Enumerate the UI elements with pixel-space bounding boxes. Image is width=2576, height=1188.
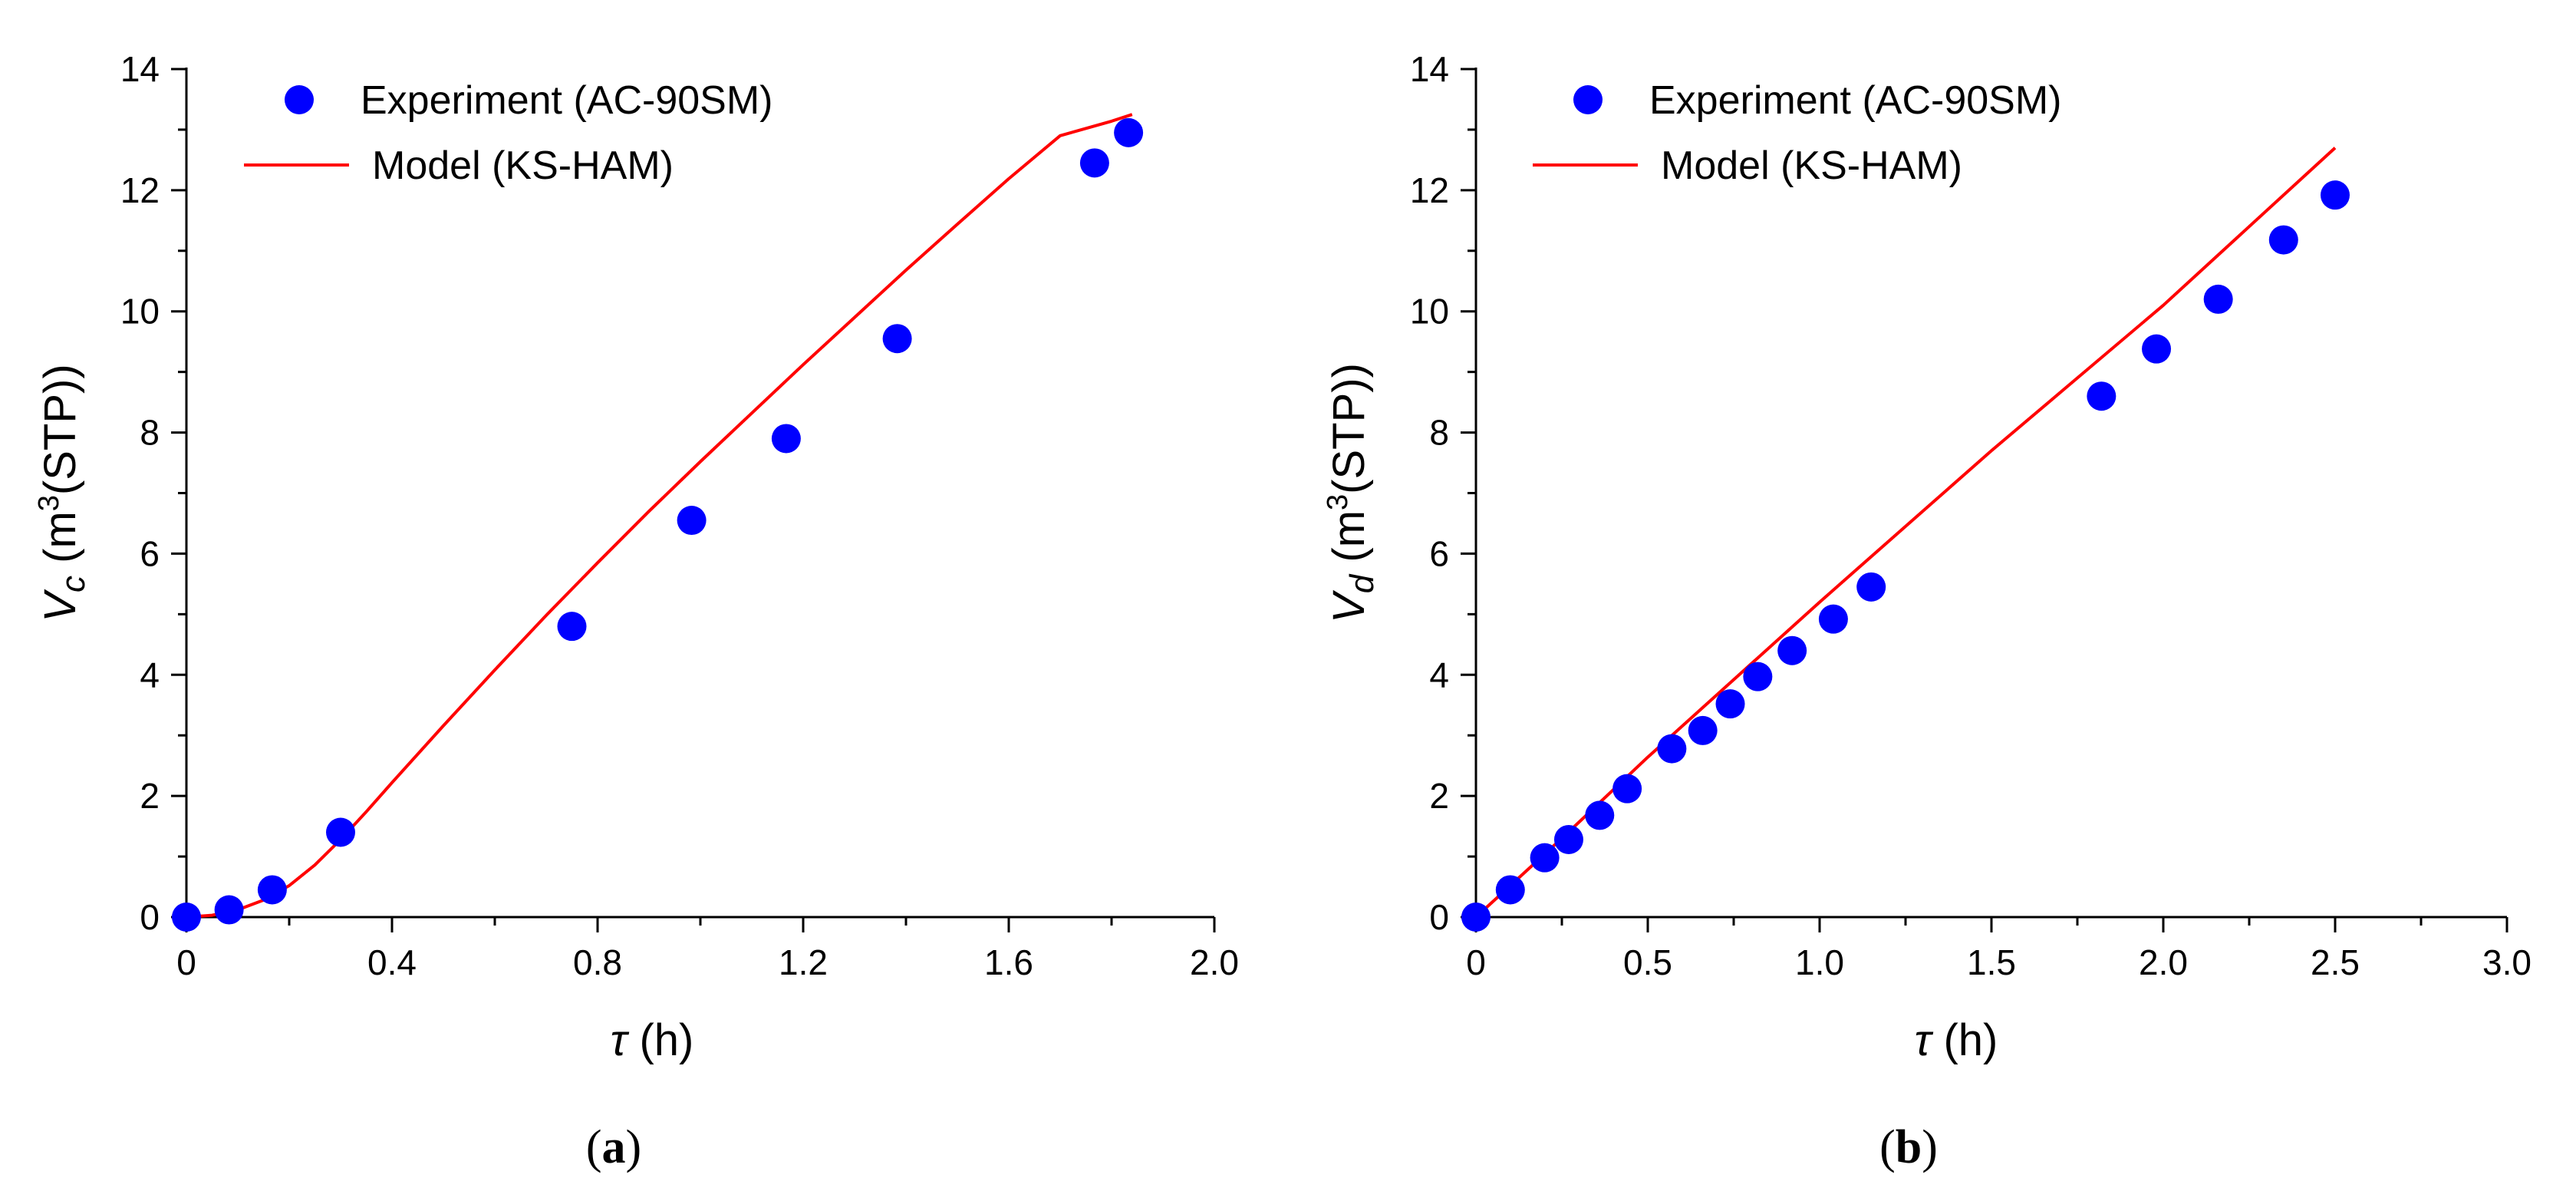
y-tick-label: 10 [1410, 292, 1449, 332]
x-axis-unit: (h) [1931, 1015, 1998, 1065]
x-axis-label: τ (h) [611, 1015, 694, 1065]
data-point [2087, 381, 2116, 411]
y-tick-label: 14 [1410, 49, 1449, 89]
y-axis-prefix: (m [35, 511, 85, 576]
legend-label: Model (KS-HAM) [1661, 144, 1962, 188]
data-point [2321, 180, 2350, 210]
x-tick-label: 2.5 [2311, 942, 2360, 982]
x-tick-label: 0 [1466, 942, 1486, 982]
panel-label: (b) [1879, 1121, 1938, 1173]
y-axis-symbol: V [1324, 589, 1374, 623]
y-tick-label: 2 [140, 776, 160, 816]
model-line [186, 113, 1133, 919]
legend-marker-experiment [285, 85, 314, 114]
y-tick-label: 4 [140, 655, 160, 695]
data-point [1818, 604, 1848, 634]
y-tick-label: 6 [1429, 533, 1449, 573]
x-tick-label: 1.0 [1795, 942, 1844, 982]
data-point [257, 875, 287, 905]
y-tick-label: 12 [120, 170, 160, 210]
data-point [677, 506, 707, 536]
x-tick-label: 1.5 [1967, 942, 2016, 982]
y-axis-suffix: (STP)) [35, 364, 85, 495]
legend-label: Experiment (AC-90SM) [361, 78, 772, 123]
data-point [1777, 635, 1807, 665]
y-axis-superscript: 3 [1322, 494, 1354, 510]
data-point [172, 903, 201, 932]
data-point [2203, 284, 2233, 314]
y-tick-label: 8 [140, 413, 160, 453]
data-point [1495, 875, 1525, 905]
y-tick-label: 8 [1429, 413, 1449, 453]
data-point [1743, 662, 1773, 691]
legend-label: Model (KS-HAM) [372, 144, 674, 188]
data-point [2142, 334, 2172, 364]
chart-panel-a: 0 0.4 0.8 1.2 1.6 2.0 0 2 4 6 8 10 12 14 Experiment (A… [33, 49, 1239, 1173]
panel-label-close: ) [1922, 1121, 1938, 1173]
y-axis-prefix: (m [1324, 510, 1374, 575]
y-tick-label: 12 [1410, 170, 1449, 210]
y-tick-label: 0 [1429, 897, 1449, 937]
data-point [557, 612, 587, 642]
legend-label: Experiment (AC-90SM) [1649, 78, 2061, 123]
panel-label-open: ( [1879, 1121, 1896, 1173]
data-point [1553, 824, 1583, 854]
data-point [1715, 689, 1745, 719]
y-tick-label: 4 [1429, 655, 1449, 695]
y-axis-subscript: c [54, 576, 92, 592]
y-axis-symbol: V [35, 589, 85, 622]
data-point [1114, 117, 1144, 147]
y-axis-label: Vd (m3(STP)) [1322, 363, 1381, 623]
x-tick-label: 3.0 [2482, 942, 2532, 982]
data-point [1585, 800, 1615, 830]
chart-panel-b: 0 0.5 1.0 1.5 2.0 2.5 3.0 0 2 4 6 8 10 12 14 Experiment… [1322, 49, 2532, 1173]
x-tick-label: 2.0 [2139, 942, 2188, 982]
x-tick-label: 1.6 [984, 942, 1033, 982]
data-point [1612, 774, 1642, 804]
panel-label-open: ( [586, 1121, 602, 1173]
y-axis-superscript: 3 [33, 495, 65, 511]
data-point [2268, 225, 2298, 255]
data-point [1856, 572, 1886, 602]
y-tick-label: 6 [140, 533, 160, 573]
data-point [214, 895, 244, 925]
data-point [1688, 715, 1718, 745]
panel-label-letter: a [602, 1121, 626, 1173]
data-point [771, 424, 801, 454]
panel-label-close: ) [626, 1121, 642, 1173]
legend-marker-experiment [1573, 85, 1603, 114]
x-tick-label: 1.2 [779, 942, 828, 982]
y-tick-label: 14 [120, 49, 160, 89]
x-axis-unit: (h) [627, 1015, 693, 1065]
data-point [1530, 843, 1560, 873]
y-tick-label: 0 [140, 897, 160, 937]
y-axis-subscript: d [1343, 573, 1381, 593]
y-tick-label: 2 [1429, 776, 1449, 816]
data-point [882, 324, 912, 354]
x-tick-label: 2.0 [1190, 942, 1239, 982]
x-axis-symbol: τ [1915, 1015, 1934, 1065]
panel-label: (a) [586, 1121, 641, 1173]
y-axis-label: Vc (m3(STP)) [33, 364, 92, 622]
x-axis-label: τ (h) [1915, 1015, 1998, 1065]
x-tick-label: 0.8 [573, 942, 622, 982]
x-axis-symbol: τ [611, 1015, 630, 1065]
x-tick-label: 0.5 [1623, 942, 1672, 982]
x-tick-label: 0 [176, 942, 196, 982]
x-tick-label: 0.4 [367, 942, 417, 982]
data-point [1657, 734, 1687, 764]
panel-label-letter: b [1896, 1121, 1922, 1173]
data-point [326, 817, 355, 847]
data-point [1079, 148, 1109, 178]
y-tick-label: 10 [120, 292, 160, 332]
y-axis-suffix: (STP)) [1324, 363, 1374, 494]
data-point [1461, 903, 1491, 932]
